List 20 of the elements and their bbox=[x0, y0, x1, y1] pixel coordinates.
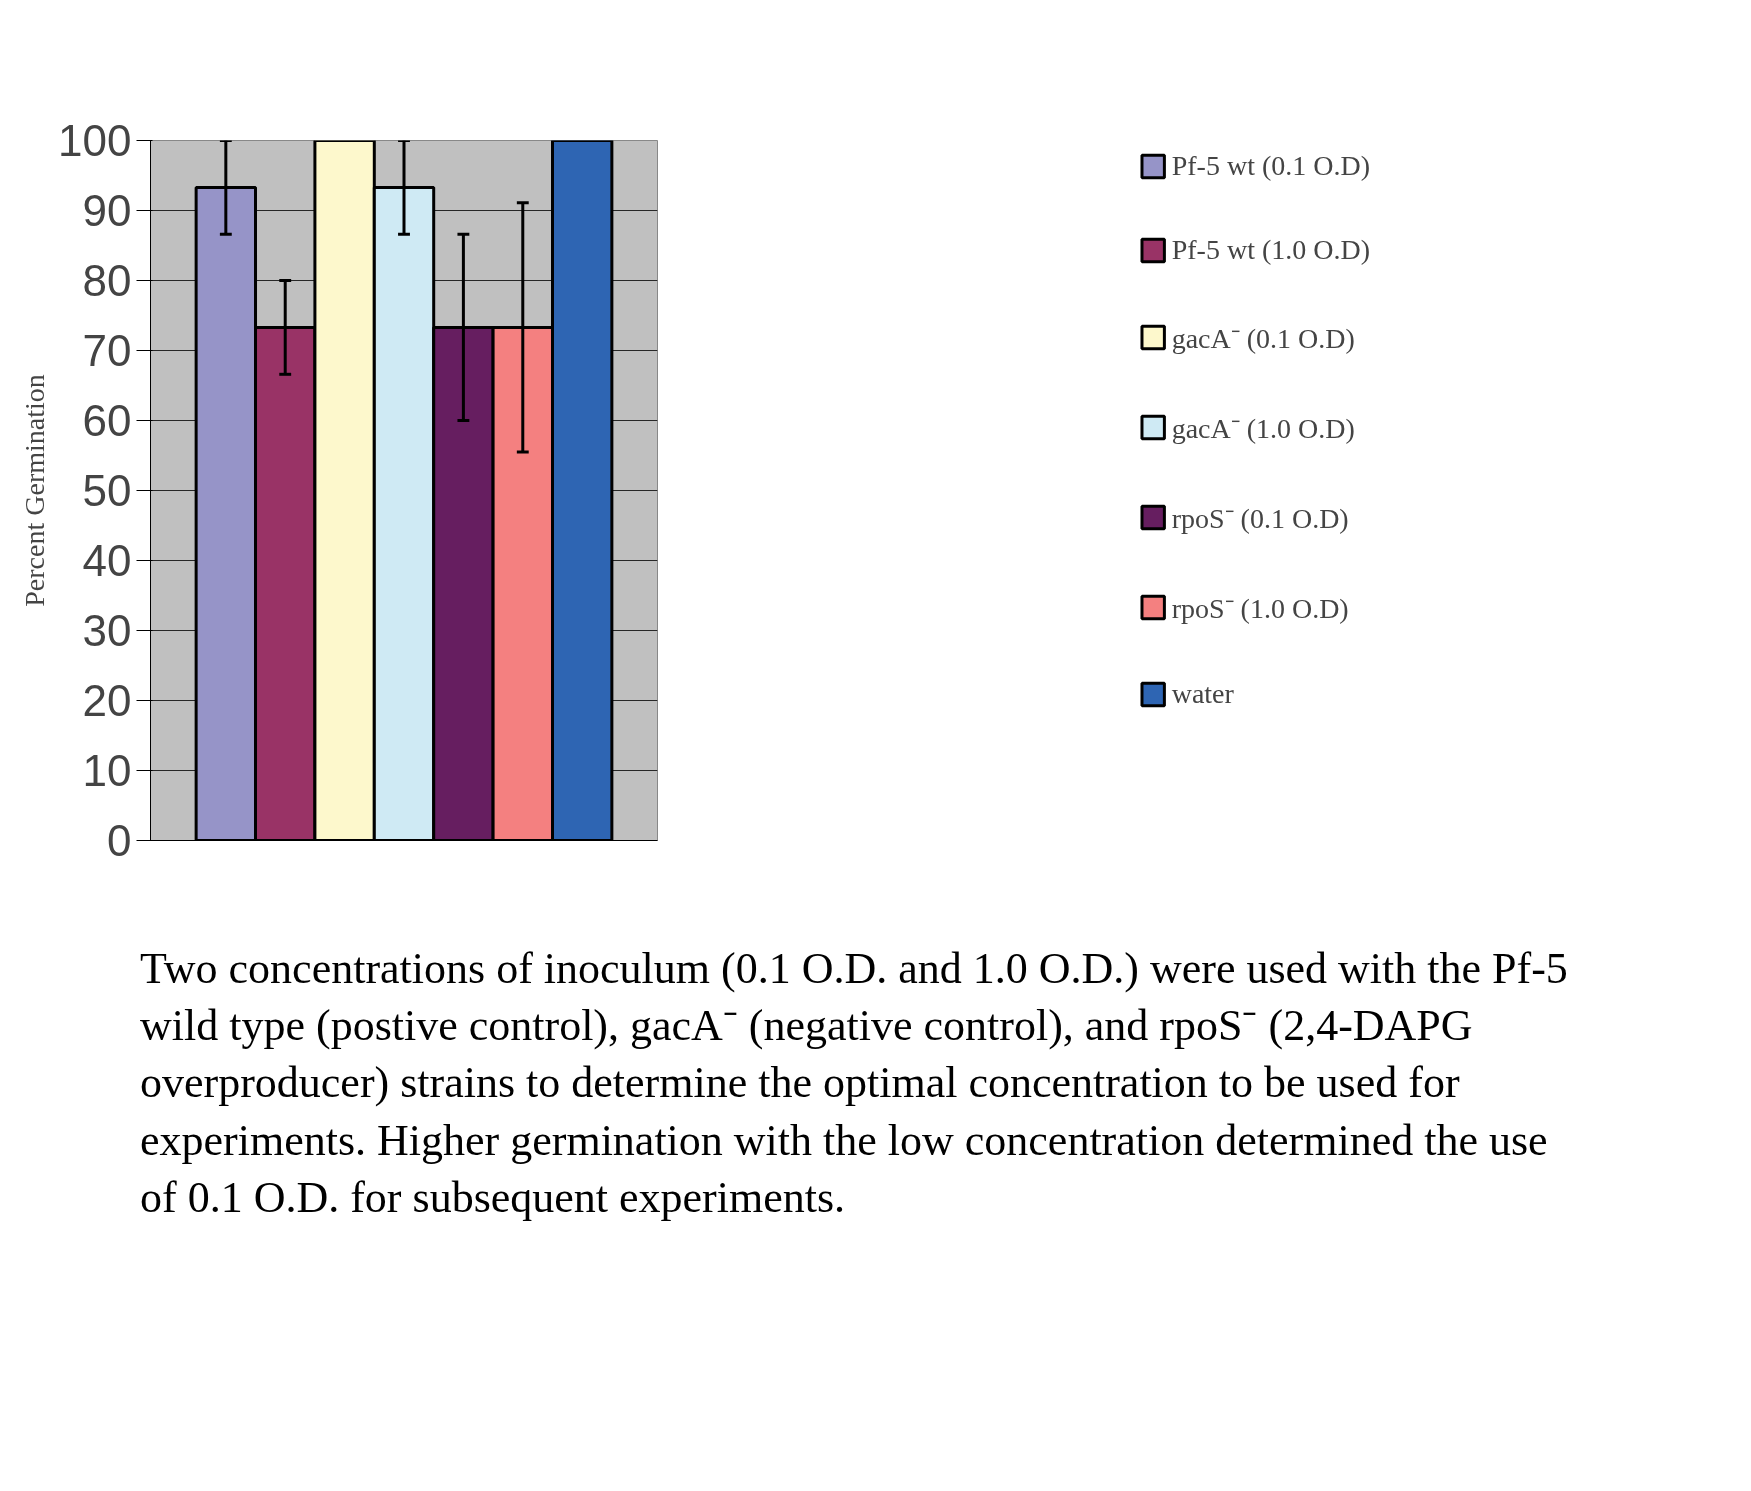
y-tick-label: 30 bbox=[82, 606, 132, 655]
y-tick-label: 10 bbox=[82, 746, 132, 795]
legend-label: rpoS⁻ (1.0 O.D) bbox=[1171, 592, 1349, 626]
legend-label: gacA⁻ (0.1 O.D) bbox=[1171, 322, 1355, 356]
y-tick-label: 80 bbox=[82, 256, 132, 305]
legend-label: Pf-5 wt (0.1 O.D) bbox=[1171, 150, 1370, 182]
y-tick-label: 50 bbox=[82, 466, 132, 515]
legend-label: Pf-5 wt (1.0 O.D) bbox=[1171, 234, 1370, 266]
legend-label: water bbox=[1171, 678, 1234, 710]
y-tick-label: 70 bbox=[82, 326, 132, 375]
y-axis-title: Percent Germination bbox=[19, 374, 51, 607]
text: Two concentrations of inoculum (0.1 O.D. and 1.0 O.D.) were used with the Pf-5 wild type (postive control), gacA⁻ (negative control), and rpoS⁻ (2,4-DAPG overproducer) strains to determine the optimal concentration to be used for experiments. Higher germination with the low concentration determined the use of 0.1 O.D. for subsequent experiments. bbox=[140, 943, 1569, 1224]
legend-label: rpoS⁻ (0.1 O.D) bbox=[1171, 502, 1349, 536]
y-tick-label: 40 bbox=[82, 536, 132, 585]
y-tick-label: 100 bbox=[58, 116, 132, 165]
y-tick-label: 20 bbox=[82, 676, 132, 725]
y-tick-label: 60 bbox=[82, 396, 132, 445]
y-tick-label: 90 bbox=[82, 186, 132, 235]
y-tick-label: 0 bbox=[107, 816, 132, 865]
legend-label: gacA⁻ (1.0 O.D) bbox=[1171, 412, 1355, 446]
